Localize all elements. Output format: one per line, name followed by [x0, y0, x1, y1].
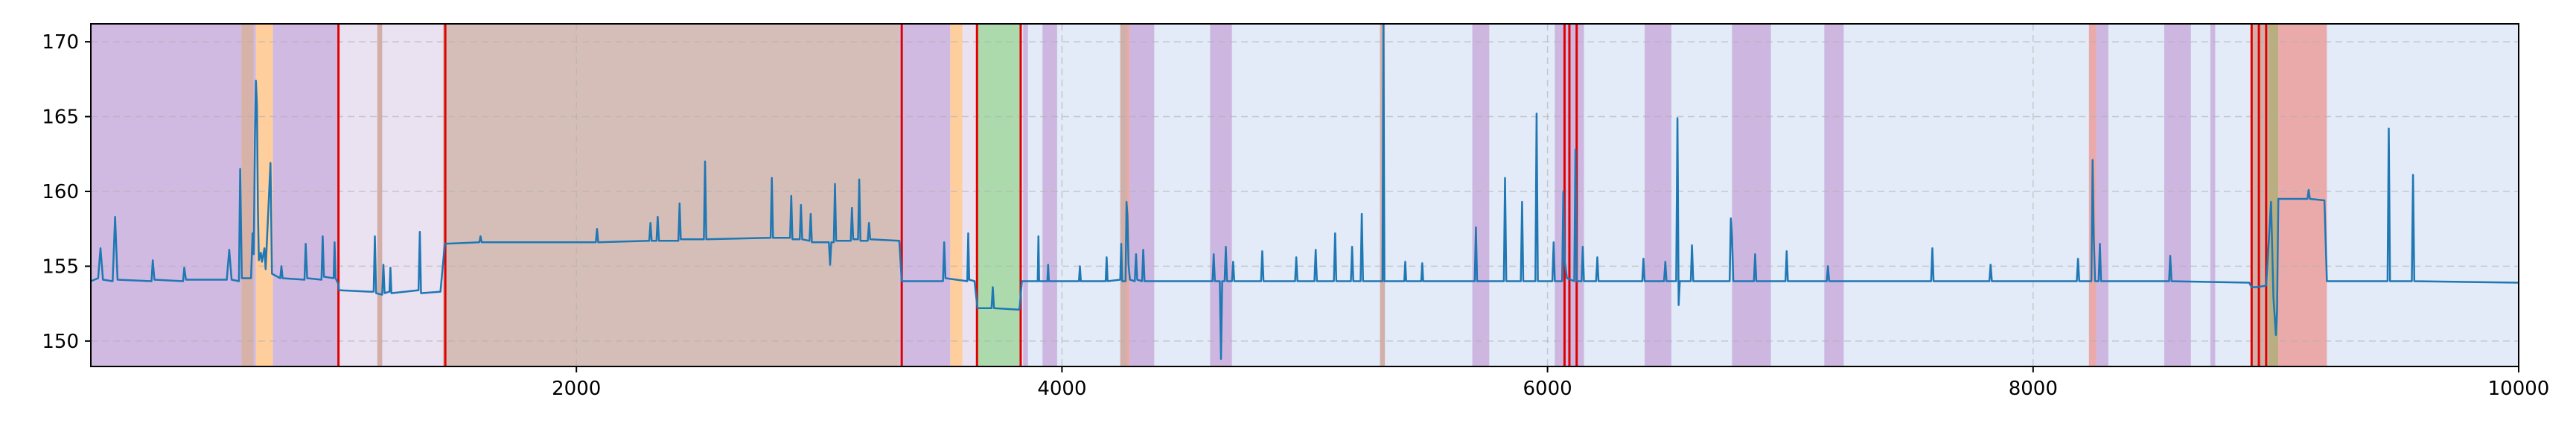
region-brown [442, 24, 899, 366]
plot-frame [90, 23, 2519, 367]
region-green [977, 24, 1021, 366]
series-lines [90, 22, 2519, 361]
x-tick-label: 10000 [2488, 378, 2550, 400]
region-purple [1645, 24, 1671, 366]
region-tan [1120, 24, 1128, 366]
region-red [1127, 24, 1130, 366]
x-axis: 2000 4000 6000 8000 10000 [552, 366, 2549, 400]
region-purple [1472, 24, 1490, 366]
x-tick-label: 8000 [2009, 378, 2058, 400]
region-olive [2269, 24, 2279, 366]
region-purple [1732, 24, 1771, 366]
region-orange [255, 24, 273, 366]
region-purple [1555, 24, 1560, 366]
region-purple [1023, 24, 1028, 366]
region-purple [1129, 24, 1155, 366]
y-axis: 150 155 160 165 170 [42, 31, 91, 353]
region-tan [241, 24, 254, 366]
region-red [2278, 24, 2327, 366]
region-purple [1824, 24, 1844, 366]
x-tick-label: 2000 [552, 378, 601, 400]
y-tick-label: 165 [42, 107, 79, 129]
region-purple [272, 24, 339, 366]
y-tick-label: 150 [42, 331, 79, 353]
series-line-value [90, 22, 2519, 361]
region-purple [2210, 24, 2216, 366]
region-purple [899, 24, 951, 366]
region-purple [91, 24, 242, 366]
y-tick-label: 170 [42, 31, 79, 54]
region-tan [2251, 24, 2269, 366]
x-tick-label: 4000 [1037, 378, 1086, 400]
shaded-regions [91, 24, 2519, 366]
region-orange [950, 24, 963, 366]
y-tick-label: 155 [42, 255, 79, 278]
red-vertical-lines [337, 24, 2268, 366]
region-lavender [338, 24, 443, 366]
region-lavender [962, 24, 978, 366]
region-purple [1042, 24, 1057, 366]
y-tick-label: 160 [42, 181, 79, 203]
region-tan [377, 24, 383, 366]
region-purple [2096, 24, 2108, 366]
x-tick-label: 6000 [1523, 378, 1572, 400]
region-purple [2164, 24, 2191, 366]
